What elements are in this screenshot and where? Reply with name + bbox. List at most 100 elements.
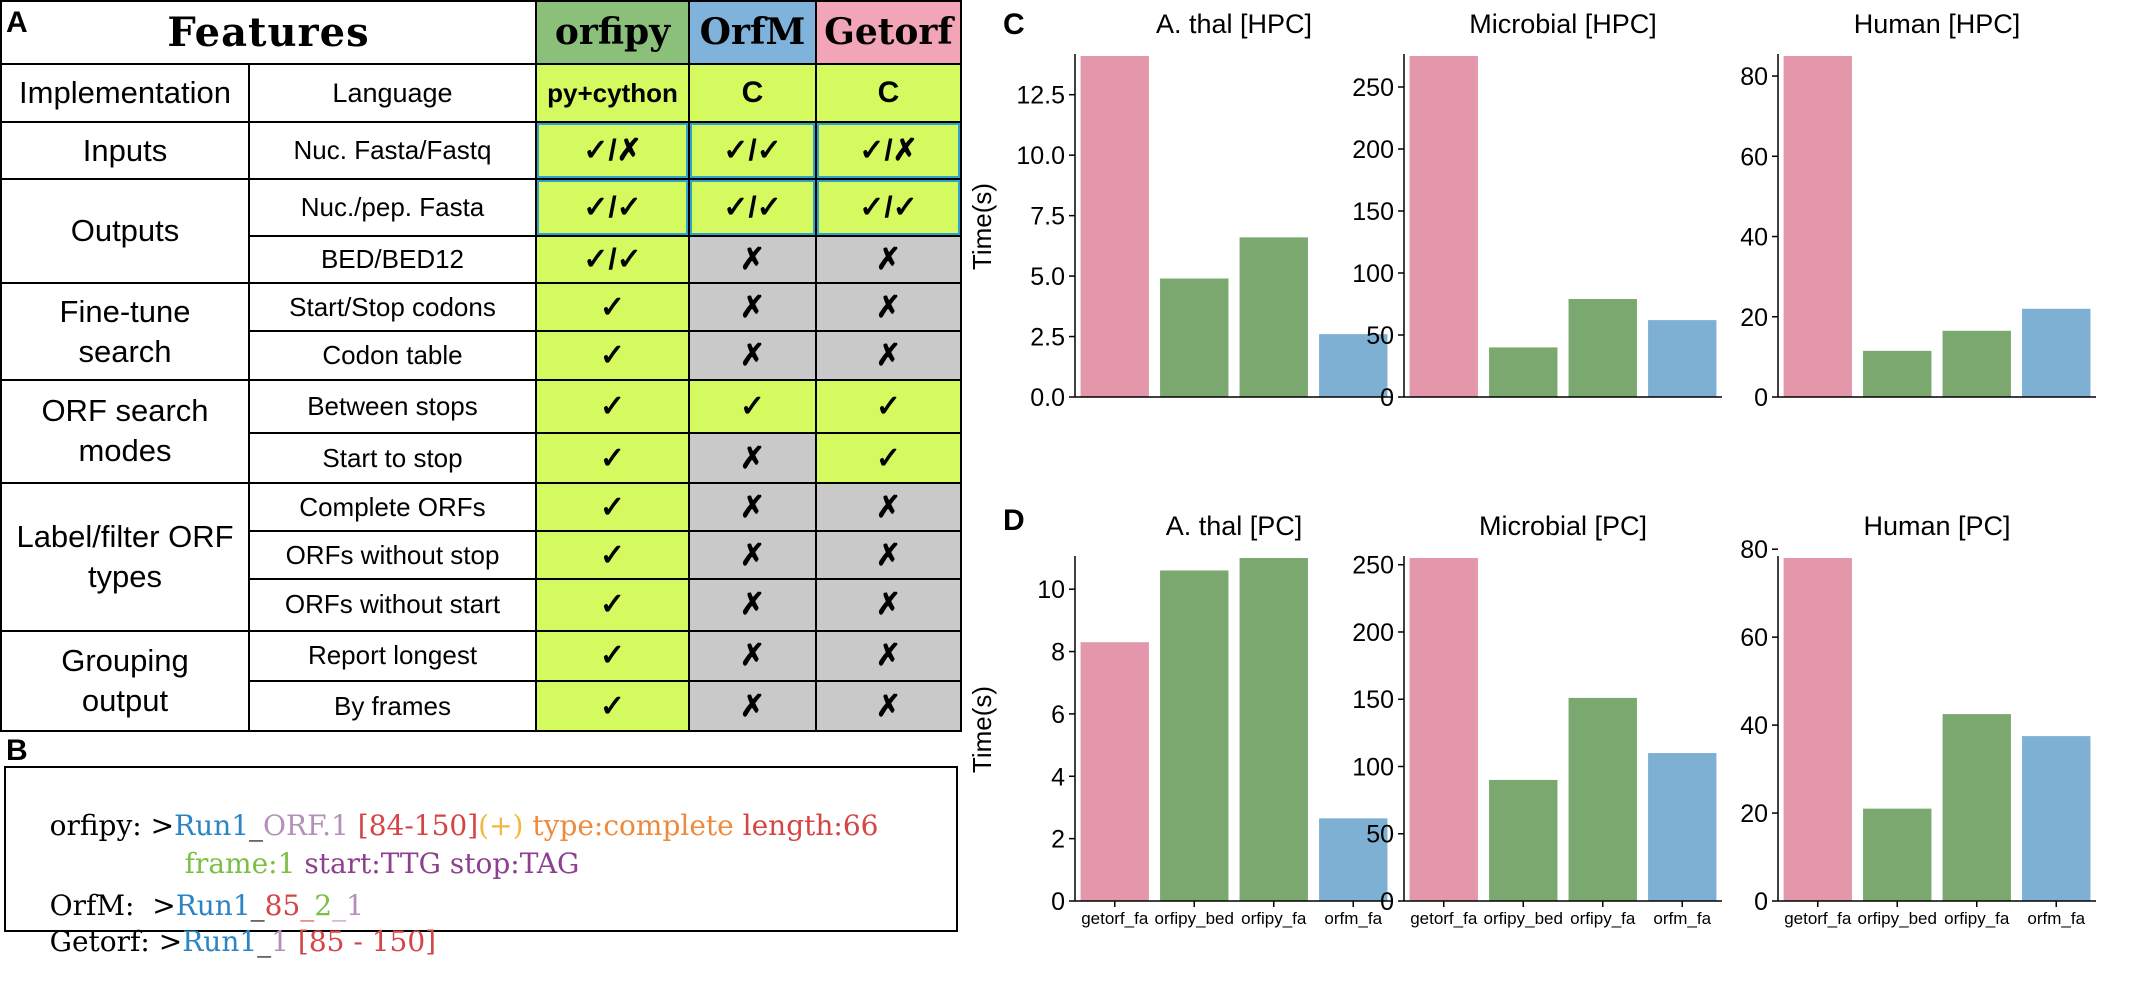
group-label: Inputs xyxy=(0,121,250,181)
orfipy-header-line-2: frame:1 start:TTG stop:TAG xyxy=(149,814,580,913)
support-value: ✓ xyxy=(535,432,690,484)
chart-title: A. thal [HPC] xyxy=(1156,9,1312,39)
bar-orfipy_fa xyxy=(1239,237,1308,397)
y-tick-label: 7.5 xyxy=(1030,203,1065,231)
feature-name: Start/Stop codons xyxy=(248,282,537,333)
x-tick-label: getorf_fa xyxy=(1410,909,1478,928)
y-tick-label: 2 xyxy=(1051,826,1065,854)
support-value: ✓ xyxy=(815,432,962,484)
y-tick-label: 20 xyxy=(1740,304,1768,332)
bar-orfipy_bed xyxy=(1489,779,1558,901)
getorf-range: [85 - 150] xyxy=(289,925,437,958)
y-tick-label: 0 xyxy=(1380,888,1394,916)
support-value: ✓ xyxy=(535,629,690,683)
feature-name: Codon table xyxy=(248,330,537,381)
bar-orfm_fa xyxy=(2022,736,2091,901)
chart-title: Microbial [HPC] xyxy=(1469,9,1657,39)
table-row: BED/BED12 ✓/✓ ✗ ✗ xyxy=(1,234,962,285)
y-tick-label: 150 xyxy=(1352,198,1394,226)
panel-d-label: D xyxy=(1003,504,1025,537)
orfm-frame: 2 xyxy=(314,889,333,922)
support-value: ✓/✓ xyxy=(535,234,690,285)
tool-header-orfm: OrfM xyxy=(688,0,817,65)
y-tick-label: 0 xyxy=(1754,384,1768,412)
chart-title: A. thal [PC] xyxy=(1166,511,1303,541)
support-value: ✗ xyxy=(688,330,817,381)
support-value: ✗ xyxy=(688,578,817,632)
support-value: ✓/✓ xyxy=(688,121,817,181)
feature-name: Nuc./pep. Fasta xyxy=(248,178,537,237)
orfipy-start-codon: start:TTG xyxy=(295,847,441,880)
support-value: ✗ xyxy=(815,629,962,683)
y-axis-label: Time(s) xyxy=(967,183,997,270)
y-tick-label: 100 xyxy=(1352,753,1394,781)
support-value: ✗ xyxy=(815,282,962,333)
bar-getorf_fa xyxy=(1409,56,1478,397)
support-value: ✗ xyxy=(688,629,817,683)
support-value: ✓/✓ xyxy=(815,178,962,237)
orfipy-separator: _ xyxy=(249,809,264,842)
support-value: ✗ xyxy=(688,530,817,581)
x-tick-label: orfm_fa xyxy=(2027,909,2085,928)
y-tick-label: 8 xyxy=(1051,639,1065,667)
support-value: ✗ xyxy=(688,432,817,484)
group-label: Fine-tune search xyxy=(0,282,250,381)
bar-getorf_fa xyxy=(1080,642,1149,901)
bar-getorf_fa xyxy=(1080,56,1149,397)
group-label: Grouping output xyxy=(0,629,250,733)
table-row: Grouping output Report longest ✓ ✗ ✗ xyxy=(0,629,962,733)
chart-title: Microbial [PC] xyxy=(1479,511,1647,541)
orfm-position: 85 xyxy=(264,889,301,922)
support-value: ✗ xyxy=(815,330,962,381)
x-tick-label: getorf_fa xyxy=(1081,909,1149,928)
y-tick-label: 250 xyxy=(1352,552,1394,580)
feature-name: ORFs without stop xyxy=(248,530,537,581)
implementation-label: Implementation xyxy=(0,62,250,124)
y-tick-label: 10.0 xyxy=(1016,142,1065,170)
y-tick-label: 60 xyxy=(1740,624,1768,652)
support-value: ✗ xyxy=(815,530,962,581)
orfipy-run-id: Run1 xyxy=(174,809,250,842)
bar-orfm_fa xyxy=(1648,320,1717,397)
orfipy-header-label: orfipy: > xyxy=(49,809,175,842)
y-tick-label: 12.5 xyxy=(1016,82,1065,110)
support-value: ✗ xyxy=(688,234,817,285)
table-row: Inputs Nuc. Fasta/Fastq ✓/✗ ✓/✓ ✓/✗ xyxy=(0,121,962,181)
table-row: ORFs without start ✓ ✗ ✗ xyxy=(1,578,962,632)
feature-name: Report longest xyxy=(248,629,537,683)
table-row: By frames ✓ ✗ ✗ xyxy=(1,680,962,732)
panel-c-label: C xyxy=(1003,8,1025,41)
y-tick-label: 2.5 xyxy=(1030,324,1065,352)
support-value: ✓ xyxy=(535,330,690,381)
orfipy-orf-id: ORF.1 xyxy=(263,809,349,842)
x-tick-label: orfipy_bed xyxy=(1155,909,1234,928)
table-row: Label/filter ORF types Complete ORFs ✓ ✗ ✗ xyxy=(0,481,962,632)
feature-comparison-table: Features orfipy OrfM Getorf Implementation La… xyxy=(0,0,962,733)
language-value: C xyxy=(815,62,962,124)
support-value: ✗ xyxy=(815,481,962,533)
orfm-number: 1 xyxy=(346,889,364,922)
x-tick-label: getorf_fa xyxy=(1784,909,1852,928)
orfipy-type: type:complete xyxy=(523,809,734,842)
y-tick-label: 0 xyxy=(1754,888,1768,916)
orfm-separator: _ xyxy=(250,889,265,922)
y-tick-label: 50 xyxy=(1366,322,1394,350)
chart-title: Human [HPC] xyxy=(1854,9,2021,39)
orfipy-frame: frame:1 xyxy=(184,847,296,880)
language-value: py+cython xyxy=(535,62,690,124)
table-row: ORF search modes Between stops ✓ ✓ ✓ xyxy=(0,378,962,484)
getorf-header-label: Getorf: > xyxy=(49,925,183,958)
tool-header-getorf: Getorf xyxy=(815,0,962,65)
y-tick-label: 10 xyxy=(1037,576,1065,604)
y-tick-label: 80 xyxy=(1740,63,1768,91)
y-tick-label: 80 xyxy=(1740,536,1768,564)
orfipy-stop-codon: stop:TAG xyxy=(440,847,580,880)
support-value: ✓ xyxy=(535,378,690,435)
support-value: ✗ xyxy=(815,578,962,632)
y-tick-label: 60 xyxy=(1740,143,1768,171)
y-tick-label: 50 xyxy=(1366,821,1394,849)
support-value: ✗ xyxy=(688,481,817,533)
group-label: Label/filter ORF types xyxy=(0,481,250,632)
y-tick-label: 250 xyxy=(1352,74,1394,102)
y-tick-label: 0.0 xyxy=(1030,384,1065,412)
